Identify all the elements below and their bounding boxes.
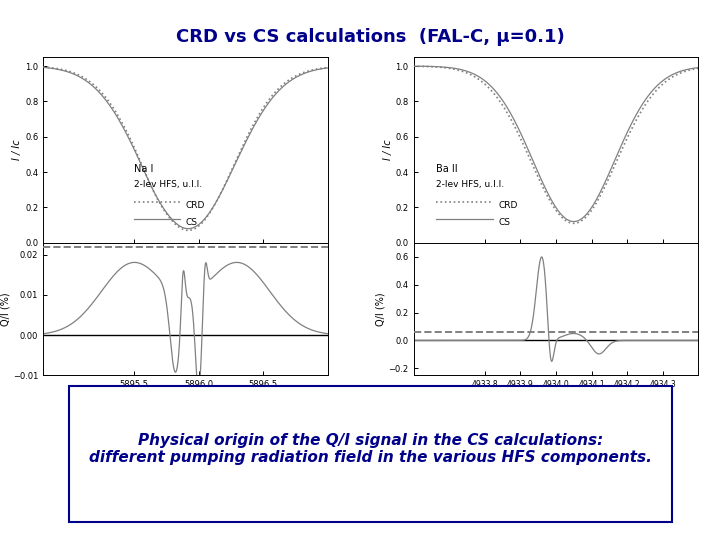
Y-axis label: I / Ic: I / Ic	[382, 140, 392, 160]
Text: Na I: Na I	[135, 164, 154, 174]
Text: Ba II: Ba II	[436, 164, 458, 174]
Text: CS: CS	[186, 218, 197, 227]
Y-axis label: Q/I (%): Q/I (%)	[376, 292, 386, 326]
Text: 2-lev HFS, u.l.l.: 2-lev HFS, u.l.l.	[436, 180, 505, 189]
Y-axis label: I / Ic: I / Ic	[12, 140, 22, 160]
Y-axis label: Q/I (%): Q/I (%)	[0, 292, 10, 326]
Text: CRD: CRD	[186, 201, 205, 210]
Text: CS: CS	[499, 218, 511, 227]
X-axis label: λ (Å): λ (Å)	[544, 390, 567, 402]
Text: CRD: CRD	[499, 201, 518, 210]
Text: Physical origin of the Q/I signal in the CS calculations:
different pumping radi: Physical origin of the Q/I signal in the…	[89, 433, 652, 465]
FancyBboxPatch shape	[69, 386, 672, 522]
Text: 2-lev HFS, u.l.l.: 2-lev HFS, u.l.l.	[135, 180, 202, 189]
X-axis label: λ (Å): λ (Å)	[174, 390, 197, 402]
Text: CRD vs CS calculations  (FAL-C, μ=0.1): CRD vs CS calculations (FAL-C, μ=0.1)	[176, 28, 565, 46]
